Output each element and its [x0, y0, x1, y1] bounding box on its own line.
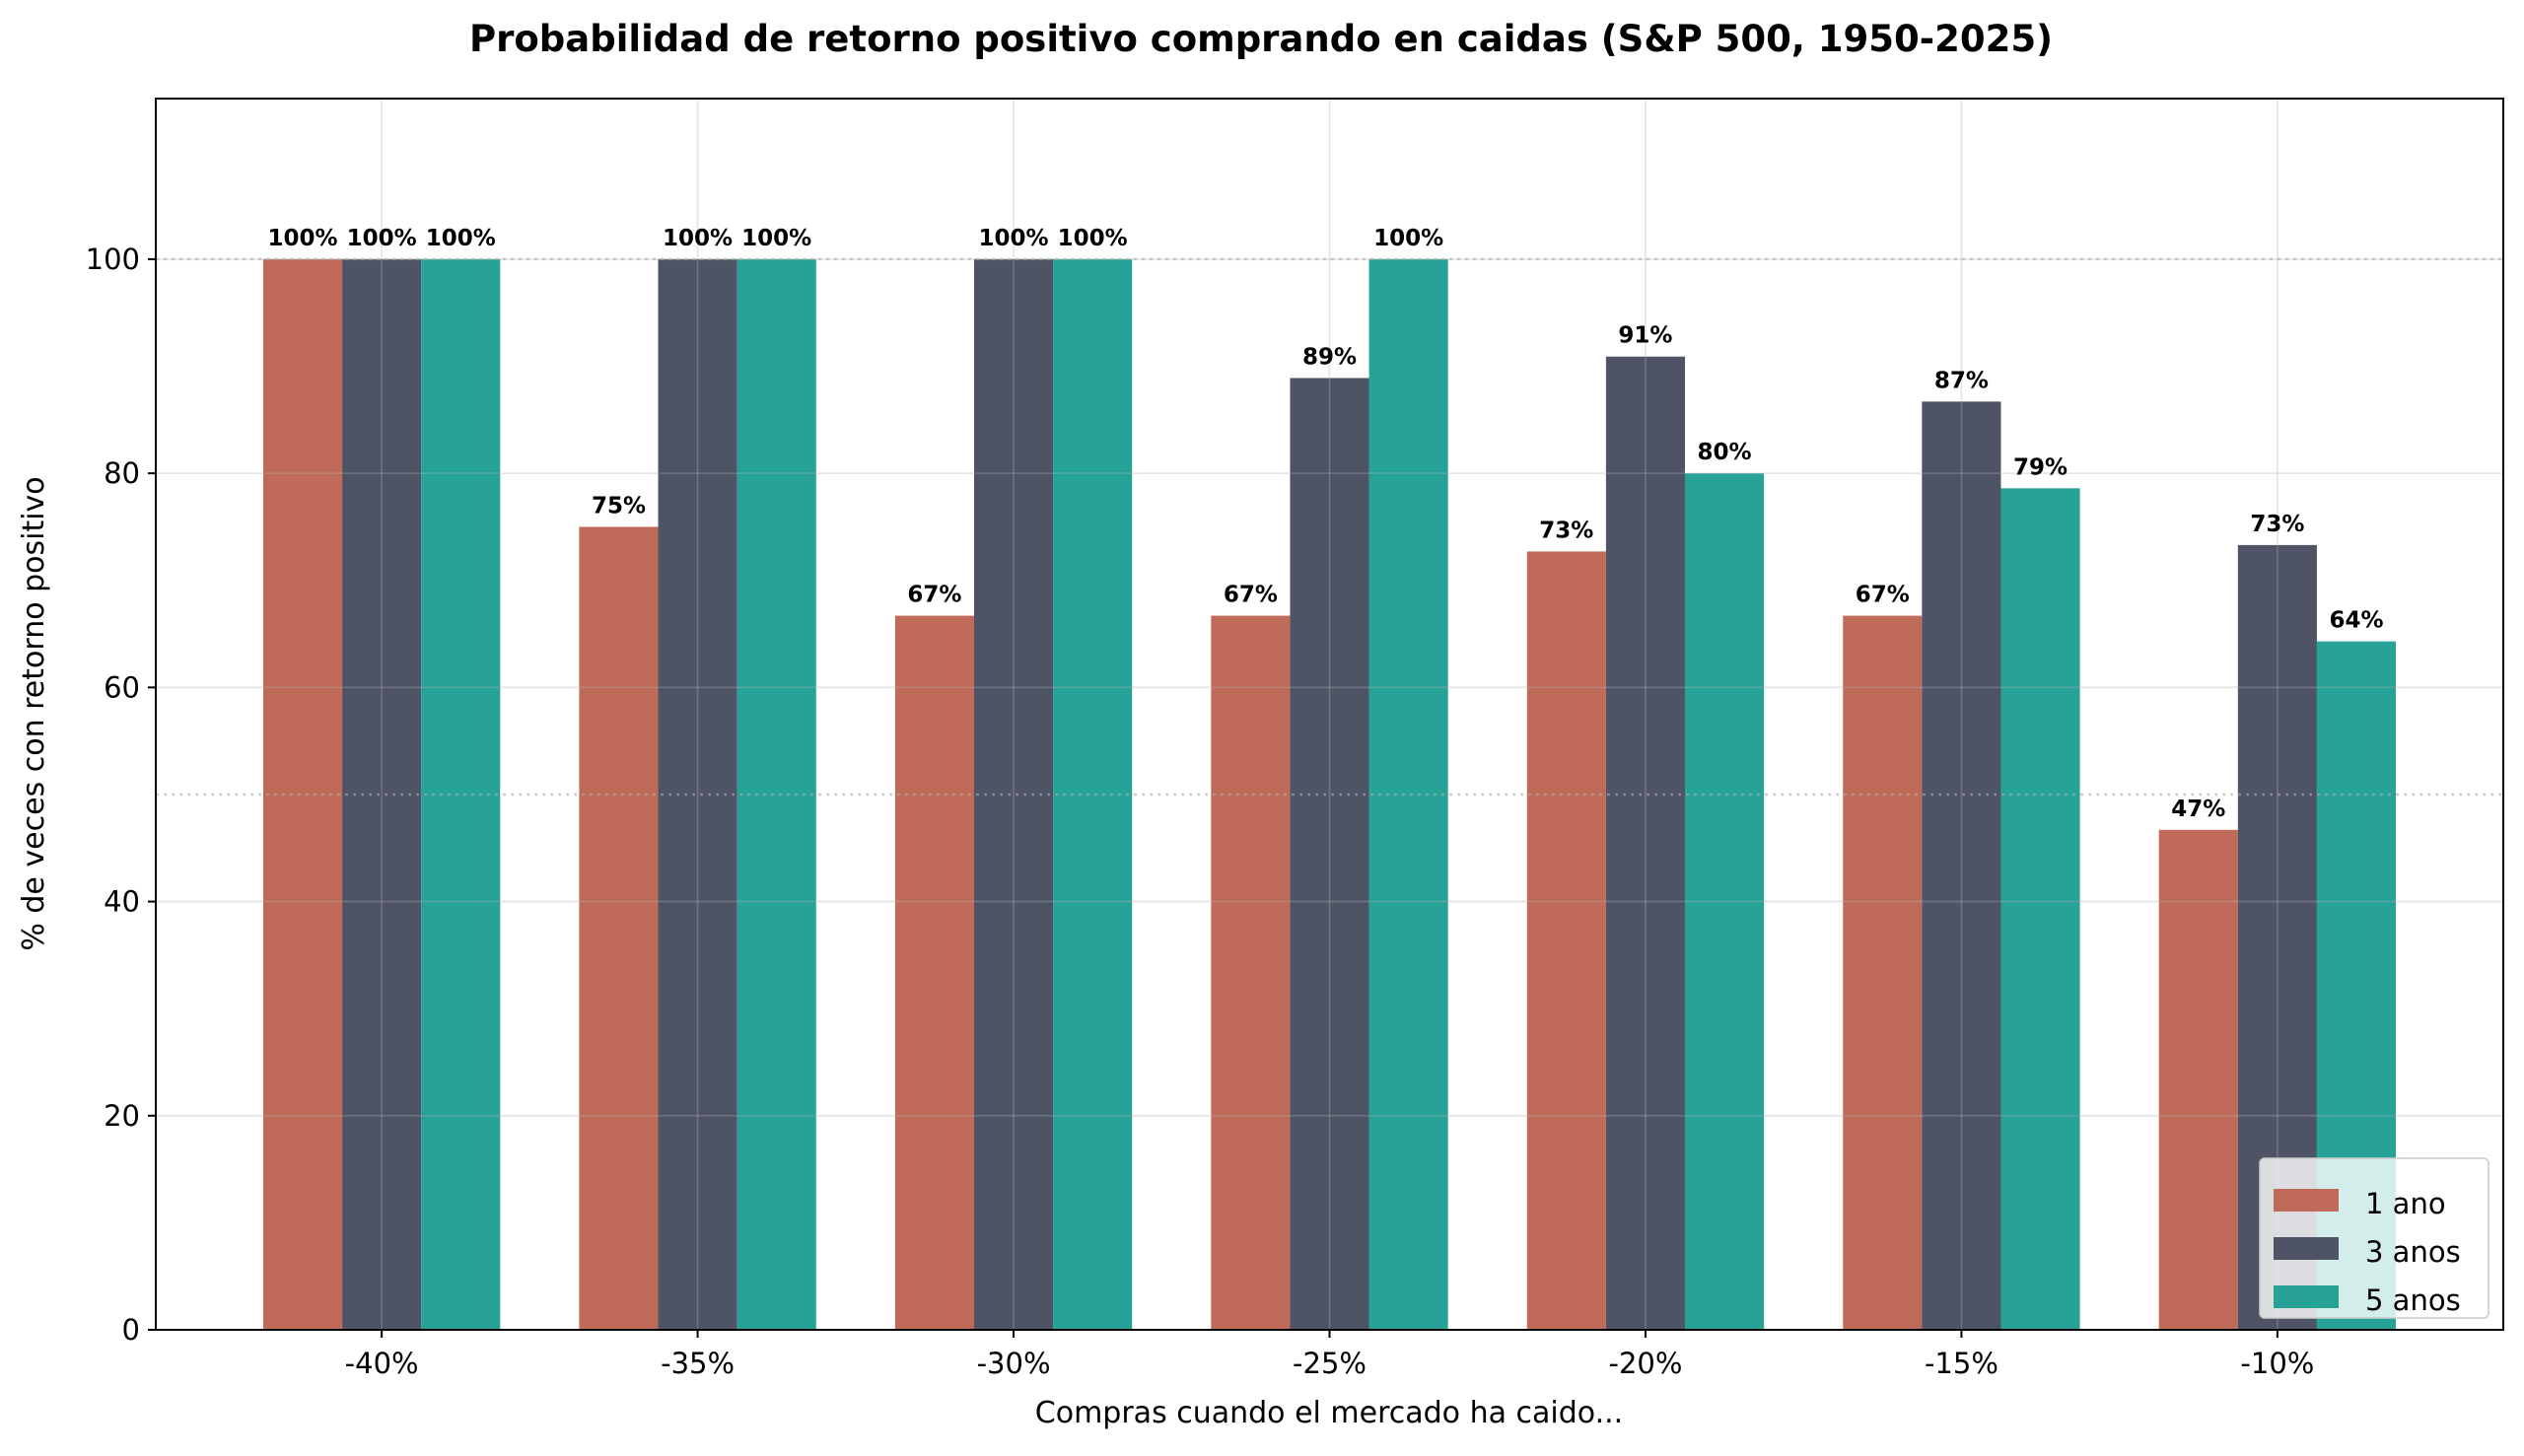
bar-1-ano--35%	[579, 526, 659, 1330]
legend-label: 1 ano	[2365, 1187, 2446, 1220]
legend-label: 5 anos	[2365, 1283, 2461, 1317]
bar-3-anos--15%	[1922, 401, 2001, 1330]
data-label: 80%	[1698, 440, 1752, 465]
x-tick-label: -35%	[661, 1347, 735, 1380]
bar-1-ano--30%	[894, 615, 974, 1330]
bar-5-anos--20%	[1685, 473, 1765, 1330]
x-tick-label: -30%	[977, 1347, 1051, 1380]
bar-1-ano--20%	[1526, 551, 1606, 1330]
bar-3-anos--20%	[1605, 356, 1686, 1330]
bar-1-ano--25%	[1211, 615, 1291, 1330]
data-label: 89%	[1302, 344, 1357, 370]
legend-swatch	[2274, 1189, 2339, 1212]
y-tick-label: 40	[104, 885, 140, 919]
data-label: 64%	[2329, 608, 2383, 634]
x-tick-label: -40%	[345, 1347, 419, 1380]
legend-label: 3 anos	[2365, 1235, 2461, 1269]
bar-3-anos--25%	[1290, 378, 1369, 1330]
data-label: 73%	[1539, 518, 1593, 543]
x-axis-label: Compras cuando el mercado ha caido...	[1035, 1396, 1623, 1430]
y-axis-label: % de veces con retorno positivo	[17, 476, 51, 950]
y-tick-label: 100	[86, 243, 140, 276]
x-tick-label: -10%	[2240, 1347, 2314, 1380]
y-tick-label: 0	[122, 1313, 140, 1347]
data-label: 100%	[426, 226, 496, 251]
y-tick-label: 20	[104, 1099, 140, 1133]
data-label: 100%	[347, 226, 417, 251]
y-tick-label: 80	[104, 456, 140, 490]
data-label: 91%	[1618, 323, 1672, 349]
x-tick-label: -15%	[1925, 1347, 1998, 1380]
data-label: 47%	[2171, 797, 2225, 822]
bar-1-ano--10%	[2158, 829, 2238, 1330]
data-label: 100%	[1373, 226, 1443, 251]
data-label: 67%	[907, 583, 961, 608]
data-label: 73%	[2250, 512, 2304, 537]
data-label: 100%	[1058, 226, 1128, 251]
legend-swatch	[2274, 1237, 2339, 1260]
data-label: 67%	[1224, 583, 1278, 608]
data-label: 75%	[592, 493, 646, 519]
y-tick-label: 60	[104, 670, 140, 704]
legend-swatch	[2274, 1285, 2339, 1308]
data-label: 100%	[741, 226, 811, 251]
data-label: 100%	[267, 226, 337, 251]
bar-1-ano--15%	[1843, 615, 1923, 1330]
legend: 1 ano 3 anos 5 anos	[2259, 1157, 2489, 1319]
data-label: 67%	[1856, 583, 1910, 608]
bar-5-anos--15%	[2000, 488, 2080, 1330]
x-tick-label: -20%	[1608, 1347, 1682, 1380]
data-label: 87%	[1934, 368, 1989, 393]
data-label: 100%	[663, 226, 733, 251]
x-tick-label: -25%	[1293, 1347, 1367, 1380]
chart-title: Probabilidad de retorno positivo compran…	[469, 18, 2053, 60]
data-label: 100%	[979, 226, 1049, 251]
data-label: 79%	[2013, 454, 2068, 480]
